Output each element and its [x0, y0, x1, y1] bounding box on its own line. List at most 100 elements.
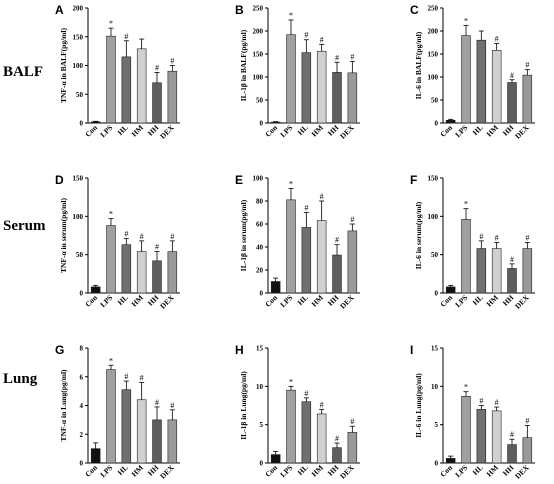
bar-hh: [507, 268, 517, 294]
bar-lps: [106, 225, 116, 294]
significance-mark: #: [140, 374, 144, 383]
category-label: HL: [471, 463, 485, 477]
y-tick-label: 200: [253, 28, 264, 36]
category-label: HM: [310, 293, 326, 309]
bar-dex: [167, 419, 178, 464]
category-label: Con: [83, 292, 99, 308]
panel-d: D TNF-α in serum(pg/ml) 0 50 100 150 Con * LPS # H…: [55, 173, 180, 311]
bar-hm: [136, 251, 147, 294]
y-tick-label: 0: [80, 290, 84, 298]
panel-b: B IL-1β in BALF(pg/ml) 0 50 100 150 200 250 Con *…: [235, 3, 360, 141]
significance-mark: #: [350, 417, 354, 426]
significance-mark: #: [495, 233, 499, 242]
category-label: Con: [438, 462, 454, 478]
category-label: LPS: [453, 463, 469, 479]
significance-mark: #: [495, 34, 499, 43]
y-tick-label: 0: [435, 460, 439, 468]
bar-dex: [522, 74, 533, 124]
category-label: DEX: [158, 293, 176, 311]
category-label: LPS: [278, 293, 294, 309]
bar-hl: [476, 248, 487, 294]
category-label: HL: [116, 463, 130, 477]
bar-dex: [347, 72, 358, 124]
significance-mark: #: [304, 31, 308, 40]
y-tick-label: 100: [253, 175, 264, 183]
significance-mark: #: [510, 71, 514, 80]
y-axis-label: IL-6 in serum(pg/ml): [414, 201, 423, 269]
y-tick-label: 100: [253, 74, 264, 82]
y-axis-label: TNF-α in Lung(pg/ml): [59, 369, 68, 442]
category-label: LPS: [453, 123, 469, 139]
significance-mark: #: [320, 35, 324, 44]
panel-h: H IL-1β in Lung(pg/ml) 0 5 10 15 Con * LPS # HL # HM…: [235, 343, 360, 481]
category-label: HM: [130, 123, 146, 139]
y-tick-label: 150: [253, 51, 264, 59]
significance-mark: *: [464, 383, 468, 392]
category-label: DEX: [338, 123, 356, 141]
bar-hl: [301, 52, 312, 124]
bar-dex: [167, 70, 178, 124]
bar-con: [90, 121, 101, 124]
y-tick-label: 100: [73, 213, 84, 221]
significance-mark: *: [464, 16, 468, 25]
bar-hh: [332, 254, 342, 294]
significance-mark: #: [495, 398, 499, 407]
bar-hh: [152, 260, 162, 294]
panel-e: E IL-1β in serum(pg/ml) 0 20 40 60 80 100 Con * LP…: [235, 173, 360, 311]
significance-mark: *: [289, 179, 293, 188]
significance-mark: #: [155, 63, 159, 72]
y-tick-label: 150: [428, 51, 439, 59]
significance-mark: #: [124, 372, 128, 381]
y-tick-label: 200: [428, 28, 439, 36]
panel-g: G TNF-α in Lung(pg/ml) 0 2 4 6 8 Con * LPS # HL # HM #…: [55, 343, 180, 481]
y-tick-label: 2: [80, 431, 84, 439]
bar-hl: [301, 401, 312, 464]
y-tick-label: 150: [73, 175, 84, 183]
significance-mark: *: [289, 377, 293, 386]
panel-f: F IL-6 in serum(pg/ml) 0 50 100 150 Con * LPS # HL…: [410, 173, 535, 311]
panel-i: I IL-6 in Lung(pg/ml) 0 5 10 15 Con * LPS # HL # HM #…: [410, 343, 535, 481]
significance-mark: #: [170, 232, 174, 241]
y-tick-label: 150: [73, 33, 84, 41]
bar-hl: [121, 244, 132, 294]
category-label: Con: [438, 122, 454, 138]
significance-mark: #: [525, 416, 529, 425]
category-label: DEX: [513, 293, 531, 311]
row-label-balf: BALF: [3, 64, 43, 80]
bar-hl: [121, 56, 132, 124]
significance-mark: #: [124, 32, 128, 41]
significance-mark: #: [510, 430, 514, 439]
category-label: Con: [263, 122, 279, 138]
significance-mark: #: [525, 233, 529, 242]
y-tick-label: 50: [76, 91, 84, 99]
significance-mark: #: [155, 398, 159, 407]
bar-con: [90, 448, 101, 464]
bar-hm: [136, 399, 147, 464]
y-axis-label: IL-1β in Lung(pg/ml): [239, 371, 248, 440]
y-tick-label: 10: [431, 383, 439, 391]
y-tick-label: 80: [256, 198, 264, 206]
y-tick-label: 0: [260, 290, 264, 298]
bar-hh: [152, 82, 162, 124]
y-tick-label: 5: [435, 421, 439, 429]
significance-mark: #: [479, 397, 483, 406]
panel-letter: D: [55, 173, 64, 187]
significance-mark: #: [335, 53, 339, 62]
bar-lps: [461, 35, 471, 124]
row-label-lung: Lung: [3, 371, 38, 387]
y-tick-label: 250: [253, 5, 264, 13]
bar-con: [270, 121, 281, 124]
y-tick-label: 100: [428, 213, 439, 221]
bar-hm: [491, 410, 502, 464]
panel-letter: B: [235, 3, 244, 17]
bar-dex: [522, 437, 533, 464]
significance-mark: *: [109, 19, 113, 28]
bar-con: [270, 281, 281, 294]
y-axis-label: TNF-α in BALF(pg/ml): [59, 27, 68, 103]
category-label: Con: [263, 292, 279, 308]
significance-mark: *: [464, 200, 468, 209]
category-label: HL: [296, 463, 310, 477]
category-label: HL: [471, 293, 485, 307]
y-tick-label: 0: [260, 460, 264, 468]
